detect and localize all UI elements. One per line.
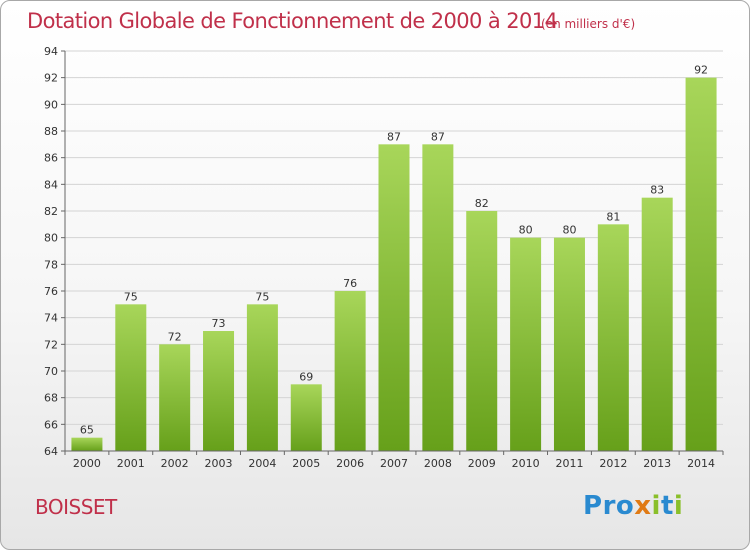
axes: 64 66 68 70 72 74 76 78 80 82 84 86 88 90 92 94 2000 2001… [44,45,724,470]
y-tick-label: 74 [44,312,58,325]
x-tick-label: 2012 [599,457,627,470]
x-tick-label: 2006 [336,457,364,470]
x-tick-label: 2008 [424,457,452,470]
x-tick-label: 2003 [205,457,233,470]
chart-title: Dotation Globale de Fonctionnement de 20… [27,9,558,33]
data-label: 92 [694,64,708,77]
data-label: 80 [519,224,533,237]
logo-letter: x [634,491,652,521]
bar-2001 [115,304,147,451]
y-tick-label: 82 [44,205,58,218]
bar-2003 [203,331,235,451]
data-label: 75 [124,290,138,303]
bar-2013 [641,197,673,451]
x-tick-label: 2001 [117,457,145,470]
x-tick-label: 2002 [161,457,189,470]
data-label: 82 [475,197,489,210]
bar-2008 [422,144,454,452]
bar-2005 [290,384,322,451]
logo-letter: t [660,491,674,521]
data-label: 87 [387,130,401,143]
bar-2000 [71,437,103,451]
x-tick-label: 2014 [687,457,715,470]
x-tick-label: 2011 [555,457,583,470]
data-label: 69 [299,370,313,383]
y-tick-label: 84 [44,178,58,191]
bar-2002 [159,344,191,451]
y-tick-label: 72 [44,338,58,351]
data-labels: 65 75 72 73 75 69 76 87 87 82 80 80 81 83 92 [80,64,708,437]
logo-letter: o [615,491,635,521]
data-label: 81 [606,210,620,223]
commune-name: BOISSET [35,495,117,519]
logo-letter: i [651,491,661,521]
bars [71,77,717,452]
bar-2004 [246,304,278,451]
bar-2012 [597,224,629,451]
y-tick-label: 70 [44,365,58,378]
y-tick-label: 66 [44,418,58,431]
logo-letter: r [602,491,616,521]
bar-2014 [685,77,717,452]
data-label: 80 [562,224,576,237]
bar-2007 [378,144,410,452]
y-tick-label: 76 [44,285,58,298]
data-label: 76 [343,277,357,290]
y-tick-label: 92 [44,72,58,85]
y-tick-label: 64 [44,445,58,458]
y-tick-label: 94 [44,45,58,58]
data-label: 72 [168,330,182,343]
data-label: 75 [255,290,269,303]
data-label: 87 [431,130,445,143]
y-tick-label: 68 [44,392,58,405]
logo-letter: P [583,491,603,521]
x-tick-label: 2000 [73,457,101,470]
bar-2009 [466,211,498,451]
y-tick-label: 88 [44,125,58,138]
chart-subtitle: (en milliers d'€) [541,17,636,31]
proxiti-logo: Proxiti [583,491,683,521]
x-tick-label: 2005 [292,457,320,470]
data-label: 73 [212,317,226,330]
logo-letter: i [673,491,684,521]
x-tick-label: 2009 [468,457,496,470]
bar-2010 [510,237,542,451]
y-tick-label: 80 [44,232,58,245]
y-tick-label: 90 [44,98,58,111]
bar-2006 [334,291,366,451]
x-tick-label: 2010 [512,457,540,470]
bar-2011 [553,237,585,451]
data-label: 65 [80,424,94,437]
x-tick-label: 2013 [643,457,671,470]
x-tick-label: 2004 [248,457,276,470]
y-tick-label: 78 [44,258,58,271]
y-tick-label: 86 [44,152,58,165]
data-label: 83 [650,184,664,197]
x-tick-label: 2007 [380,457,408,470]
